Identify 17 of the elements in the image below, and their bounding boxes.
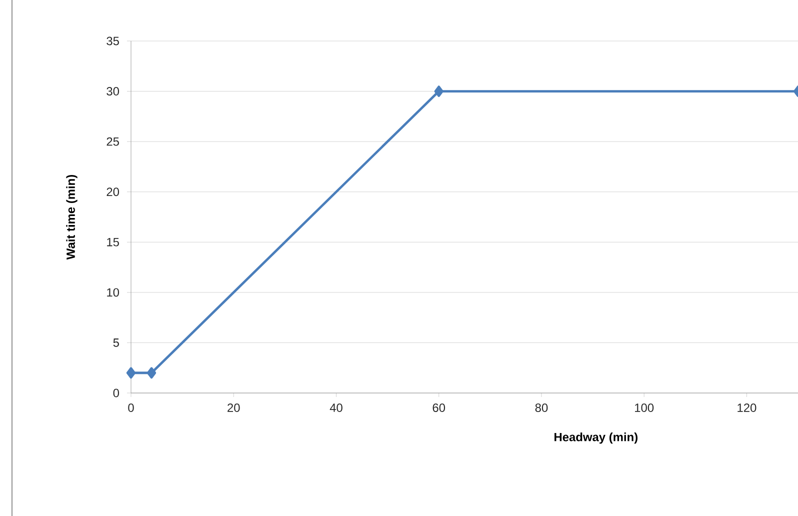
x-tick-label: 80 bbox=[535, 404, 548, 412]
y-axis-title: Wait time (min) bbox=[66, 174, 78, 260]
x-tick-label: 20 bbox=[228, 404, 240, 412]
x-axis-title: Headway (min) bbox=[554, 432, 638, 444]
y-tick-label: 20 bbox=[106, 188, 120, 196]
y-tick-label: 30 bbox=[106, 87, 120, 96]
y-tick-label: 0 bbox=[113, 388, 120, 398]
y-tick-label: 5 bbox=[113, 338, 119, 347]
y-tick-label: 25 bbox=[106, 137, 119, 146]
y-tick-label: 10 bbox=[107, 288, 120, 297]
y-tick-label: 15 bbox=[107, 238, 119, 246]
y-tick-label: 35 bbox=[106, 36, 119, 46]
x-tick-label: 100 bbox=[635, 404, 654, 412]
x-tick-label: 120 bbox=[738, 404, 756, 412]
x-tick-label: 0 bbox=[128, 404, 134, 412]
x-tick-label: 60 bbox=[432, 404, 446, 412]
x-tick-label: 40 bbox=[330, 404, 342, 412]
